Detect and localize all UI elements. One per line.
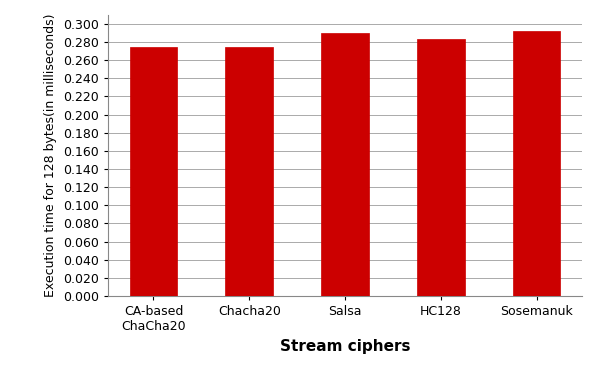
Bar	[130, 47, 178, 296]
Bar	[321, 33, 369, 296]
Y-axis label: Execution time for 128 bytes(in milliseconds): Execution time for 128 bytes(in millisec…	[44, 14, 58, 297]
X-axis label: Stream ciphers: Stream ciphers	[280, 339, 410, 354]
Bar	[417, 39, 464, 296]
Bar	[512, 31, 560, 296]
Bar	[226, 47, 273, 296]
